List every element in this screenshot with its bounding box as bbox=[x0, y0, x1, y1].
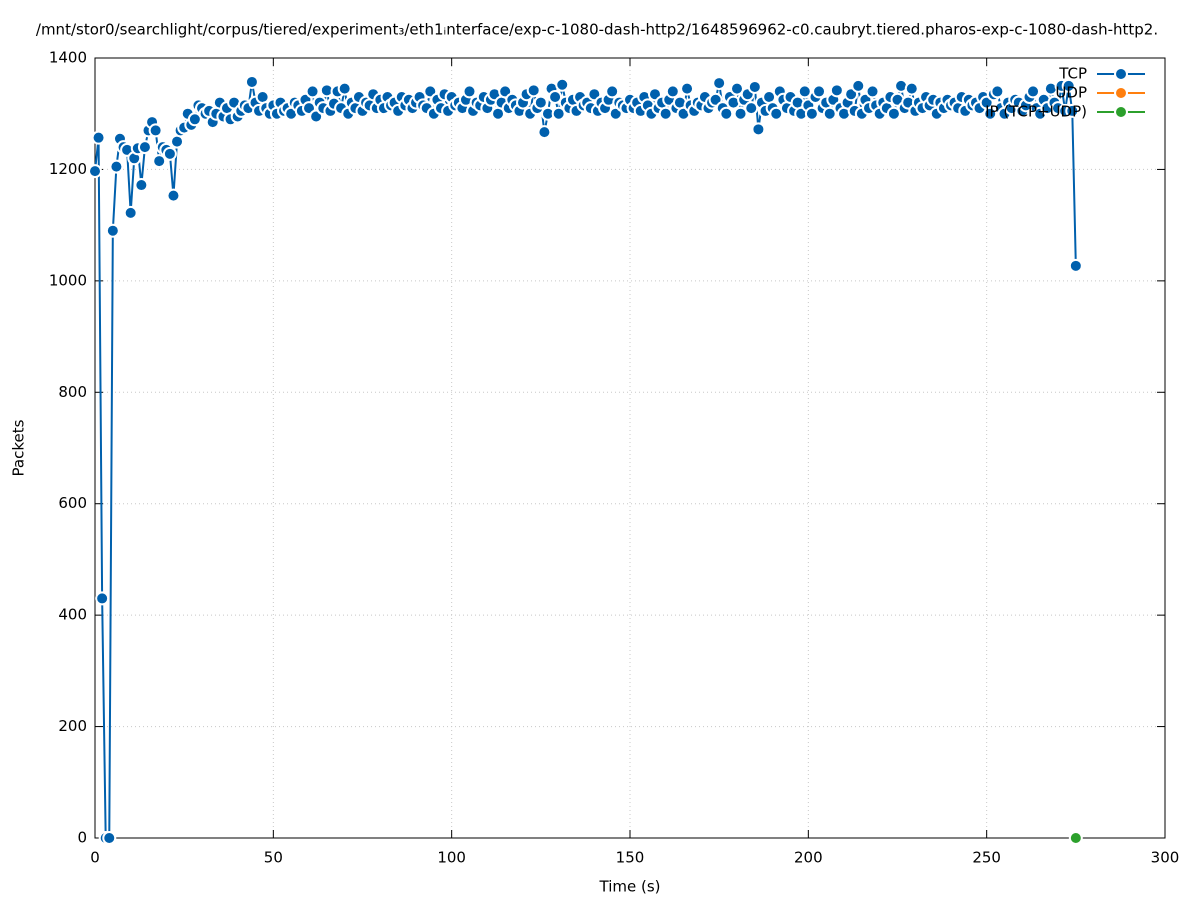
data-point bbox=[123, 205, 138, 220]
series-line bbox=[94, 81, 1077, 839]
data-point bbox=[665, 84, 680, 99]
data-point bbox=[105, 223, 120, 238]
data-point bbox=[137, 140, 152, 155]
data-point bbox=[162, 146, 177, 161]
y-tick-label: 1400 bbox=[49, 49, 87, 67]
data-point bbox=[886, 106, 901, 121]
data-point bbox=[812, 84, 827, 99]
data-point bbox=[88, 164, 102, 179]
data-point bbox=[851, 78, 866, 93]
data-point bbox=[1026, 84, 1041, 99]
data-point bbox=[244, 74, 259, 89]
data-point bbox=[730, 81, 744, 96]
chart-title: /mnt/stor0/searchlight/corpus/tiered/exp… bbox=[36, 21, 1158, 39]
data-point bbox=[548, 90, 563, 104]
data-point bbox=[551, 106, 566, 121]
y-tick-label: 400 bbox=[58, 606, 87, 624]
data-point bbox=[337, 81, 352, 96]
legend-marker bbox=[1114, 86, 1128, 100]
data-point bbox=[134, 178, 149, 193]
data-point bbox=[744, 101, 759, 116]
y-tick-label: 600 bbox=[58, 494, 87, 512]
data-point bbox=[1061, 78, 1076, 93]
data-point bbox=[751, 122, 766, 137]
data-point bbox=[537, 125, 552, 140]
legend-marker bbox=[1114, 105, 1128, 119]
data-point bbox=[804, 106, 819, 121]
data-point bbox=[1068, 831, 1083, 845]
data-point bbox=[719, 106, 734, 121]
x-tick-label: 0 bbox=[90, 849, 100, 867]
data-point bbox=[305, 84, 320, 99]
data-point bbox=[865, 84, 880, 99]
x-tick-label: 200 bbox=[794, 849, 823, 867]
data-point bbox=[526, 83, 541, 98]
legend-label: UDP bbox=[1055, 84, 1087, 102]
data-point bbox=[904, 81, 919, 96]
x-axis-label: Time (s) bbox=[599, 878, 661, 896]
data-point bbox=[187, 112, 202, 127]
data-point bbox=[152, 154, 167, 169]
x-tick-label: 250 bbox=[972, 849, 1001, 867]
data-point bbox=[1068, 258, 1083, 273]
data-point bbox=[733, 106, 748, 121]
data-point bbox=[102, 831, 117, 845]
data-point bbox=[166, 188, 181, 203]
y-tick-label: 200 bbox=[58, 717, 87, 735]
data-point bbox=[747, 79, 762, 94]
data-point bbox=[1065, 103, 1080, 118]
x-tick-label: 300 bbox=[1151, 849, 1180, 867]
data-point bbox=[990, 84, 1005, 99]
data-point bbox=[797, 84, 812, 99]
data-point bbox=[605, 84, 620, 99]
data-point bbox=[533, 95, 548, 110]
data-point bbox=[462, 84, 477, 99]
data-point bbox=[91, 130, 106, 145]
y-tick-label: 1200 bbox=[49, 160, 87, 178]
plot-border bbox=[94, 57, 1166, 839]
data-point bbox=[680, 81, 695, 96]
data-point bbox=[983, 106, 998, 121]
legend-label: IP (TCP+UDP) bbox=[985, 103, 1087, 121]
x-tick-label: 50 bbox=[264, 849, 283, 867]
data-point bbox=[822, 106, 837, 121]
data-point bbox=[658, 106, 673, 121]
data-point bbox=[712, 76, 727, 91]
x-tick-label: 150 bbox=[616, 849, 645, 867]
x-tick-label: 100 bbox=[437, 849, 466, 867]
data-point bbox=[148, 123, 163, 138]
legend-marker bbox=[1114, 67, 1128, 81]
legend-label: TCP bbox=[1058, 65, 1087, 83]
y-tick-label: 0 bbox=[77, 829, 87, 847]
y-tick-label: 800 bbox=[58, 383, 87, 401]
y-axis-label: Packets bbox=[10, 419, 28, 476]
data-point bbox=[555, 77, 570, 92]
data-point bbox=[769, 106, 784, 121]
data-point bbox=[95, 591, 110, 606]
data-point bbox=[109, 159, 124, 174]
data-point bbox=[829, 83, 844, 98]
y-tick-label: 1000 bbox=[49, 271, 87, 289]
